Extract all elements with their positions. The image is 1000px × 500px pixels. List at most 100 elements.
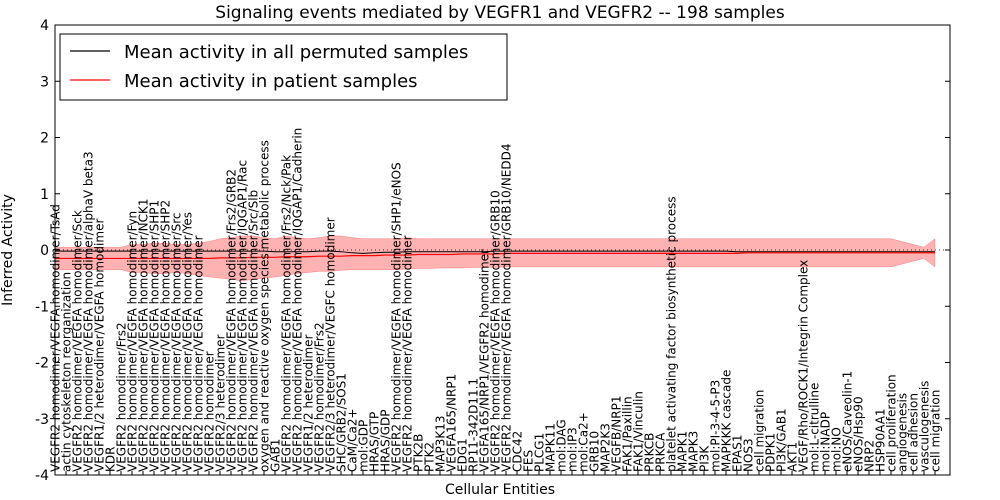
legend-box bbox=[59, 33, 508, 101]
x-tick-label: VEGFR2 homodimer/VEGFA homodimer/GRB10/N… bbox=[500, 143, 514, 472]
x-tick-label: EDG1 bbox=[456, 438, 470, 472]
x-tick-label: CDC42 bbox=[511, 431, 525, 472]
x-tick-label: SHC/GRB2/SOS1 bbox=[335, 373, 349, 472]
x-tick-label: cell adhesion bbox=[907, 393, 921, 472]
x-tick-label: VEGFR2 homodimer/VEGFA homodimer/IQGAP1/… bbox=[236, 160, 250, 472]
x-tick-label: VEGFR2 homodimer/VEGFA homodimer/Frs2/Nc… bbox=[280, 155, 294, 472]
x-tick-label: VEGFR2 homodimer/VEGFA homodimer/Yes bbox=[181, 212, 195, 472]
x-tick-label: HRAS/GDP bbox=[379, 409, 393, 472]
x-tick-label: VEGFR2 homodimer/VEGFA homodimer/SHP2 bbox=[159, 200, 173, 472]
x-tick-label: KDR bbox=[104, 447, 118, 472]
x-tick-label: VEGFR1/2 heterodimer bbox=[302, 334, 316, 472]
x-tick-label: PDPK1 bbox=[764, 433, 778, 472]
patient-band bbox=[54, 235, 936, 282]
x-tick-label: oxygen and reactive oxygen species metab… bbox=[258, 140, 272, 472]
y-tick-label: -2 bbox=[35, 356, 49, 372]
x-tick-label: VEGFR2 homodimer bbox=[203, 351, 217, 472]
x-tick-label: FES bbox=[522, 450, 536, 472]
legend-label-patient: Mean activity in patient samples bbox=[124, 71, 418, 92]
x-tick-label: VEGFR2 homodimer/VEGFA homodimer/alphaV … bbox=[82, 151, 96, 472]
x-tick-label: cell migration bbox=[753, 390, 767, 472]
x-tick-label: FAK1/Vinculin bbox=[632, 391, 646, 472]
x-tick-label: NOS3 bbox=[742, 438, 756, 472]
x-tick-label: VEGFA165/NRP1 bbox=[445, 374, 459, 472]
x-tick-label: mol:DAG bbox=[555, 419, 569, 472]
y-axis-label: Inferred Activity bbox=[0, 194, 16, 306]
x-tick-label: NRP2 bbox=[863, 440, 877, 472]
x-tick-label: PI3K/GAB1 bbox=[775, 408, 789, 472]
x-tick-label: VEGFR2 homodimer/Frs2 bbox=[115, 322, 129, 472]
x-tick-label: VEGFA165/NRP1/VEGFR2 homodimer bbox=[478, 249, 492, 472]
x-tick-label: VEGFR2 homodimer/VEGFA homodimer/Fyn bbox=[126, 211, 140, 472]
y-tick-label: 4 bbox=[40, 18, 49, 34]
x-tick-label: MAPK3 bbox=[687, 431, 701, 472]
x-tick-label: VEGFR2 homodimer/VEGFA homodimer/SHP1 bbox=[148, 200, 162, 472]
x-tick-label: mol:NO bbox=[830, 427, 844, 472]
x-tick-label: PRKCA bbox=[654, 432, 668, 472]
chart-title: Signaling events mediated by VEGFR1 and … bbox=[215, 3, 785, 23]
x-tick-label: PLCG1 bbox=[533, 433, 547, 472]
x-tick-label: VEGFR2 homodimer/VEGFA homodimer bbox=[192, 235, 206, 472]
x-tick-label: mol:L-citrulline bbox=[808, 383, 822, 472]
x-tick-label: mol:Ca2+ bbox=[577, 412, 591, 472]
y-tick-label: -3 bbox=[35, 412, 49, 428]
x-tick-label: VEGFR2 homodimer/VEGFA homodimer/NCK1 bbox=[137, 198, 151, 472]
plot-frame bbox=[54, 24, 951, 476]
y-tick-label: 0 bbox=[40, 243, 49, 259]
x-tick-label: eNOS/Caveolin-1 bbox=[841, 371, 855, 472]
x-tick-label: actin cytoskeleton reorganization bbox=[60, 272, 74, 472]
x-axis-label: Cellular Entities bbox=[445, 482, 555, 498]
legend: Mean activity in all permuted samples Me… bbox=[59, 33, 508, 101]
x-tick-label: angiogenesis bbox=[896, 393, 910, 472]
x-tick-label: vasculogenesis bbox=[918, 381, 932, 472]
series-line-permuted bbox=[55, 250, 935, 254]
x-tick-label: VEGF/Rho/ROCK1/Integrin Complex bbox=[797, 260, 811, 472]
x-tick-label: VEGFR1/2 heterodimer/VEGFA homodimer bbox=[93, 219, 107, 472]
x-tick-label: VEGFR2 homodimer/VEGFA homodimer/Src/Slb bbox=[247, 190, 261, 472]
x-tick-label: mol:NADP bbox=[819, 412, 833, 472]
x-tick-label: platelet activating factor biosynthetic … bbox=[665, 196, 679, 472]
x-tick-label: cell proliferation bbox=[885, 374, 899, 472]
x-tick-label: VEGFR2 homodimer/VEGFA homodimer bbox=[401, 235, 415, 472]
x-tick-label: VEGFR2/3 heterodimer bbox=[214, 334, 228, 472]
x-tick-label: RP11-342D11.1 bbox=[467, 378, 481, 472]
legend-label-permuted: Mean activity in all permuted samples bbox=[124, 42, 468, 63]
x-tick-label: HSP90AA1 bbox=[874, 408, 888, 472]
x-tick-label: VEGFR2 homodimer/VEGFA homodimer/IQGAP1/… bbox=[291, 128, 305, 472]
x-tick-label: VEGFB/NRP1 bbox=[610, 396, 624, 472]
y-tick-label: -4 bbox=[35, 468, 49, 484]
x-tick-label: MAPKKK cascade bbox=[720, 370, 734, 472]
x-tick-label: EPAS1 bbox=[731, 434, 745, 472]
x-tick-label: MAPK11 bbox=[544, 423, 558, 472]
x-tick-label: mol:PI-3-4-5-P3 bbox=[709, 380, 723, 472]
x-tick-label: PRKCB bbox=[643, 433, 657, 472]
x-tick-label: GAB1 bbox=[269, 439, 283, 472]
x-tick-label: VEGFR2 homodimer/VEGFA homodimer/Sck bbox=[71, 210, 85, 472]
x-tick-label: cell migration bbox=[929, 390, 943, 472]
x-tick-label: VEGFR2 homodimer/VEGFA homodimer/Src bbox=[170, 212, 184, 472]
x-tick-label: VEGFR2 homodimer/VEGFA homodimer/GRB10 bbox=[489, 190, 503, 472]
x-tick-label: AKT1 bbox=[786, 442, 800, 472]
y-tick-label: 2 bbox=[40, 131, 49, 147]
x-tick-label: HRAS/GTP bbox=[368, 412, 382, 472]
x-tick-label: VEGFR2 homodimer/Frs2 bbox=[313, 322, 327, 472]
x-tick-label: MAP2K3 bbox=[599, 423, 613, 472]
x-tick-label: mol:IP3 bbox=[566, 427, 580, 472]
x-tick-label: eNOS/Hsp90 bbox=[852, 396, 866, 472]
x-tick-label: MAPK1 bbox=[676, 431, 690, 472]
x-tick-label: mol:GDP bbox=[357, 420, 371, 472]
series-line-patient bbox=[55, 252, 935, 260]
x-tick-label: CaM/Ca2+ bbox=[346, 408, 360, 472]
x-tick-label: MAP3K13 bbox=[434, 415, 448, 472]
x-tick-label: PI3K bbox=[698, 445, 712, 472]
x-tick-label: FAK1/Paxillin bbox=[621, 396, 635, 472]
x-tick-label: VEGFR2 homodimer/VEGFA homodimer/SHP1/eN… bbox=[390, 162, 404, 472]
x-tick-label: VEGFR2/3 heterodimer/VEGFC homodimer bbox=[324, 217, 338, 472]
x-tick-label: PTK2B bbox=[412, 434, 426, 472]
x-tick-label: GRB10 bbox=[588, 431, 602, 472]
y-tick-label: -1 bbox=[35, 299, 49, 315]
y-tick-label: 3 bbox=[40, 74, 49, 90]
y-tick-label: 1 bbox=[40, 187, 49, 203]
x-tick-label: PTK2 bbox=[423, 442, 437, 472]
